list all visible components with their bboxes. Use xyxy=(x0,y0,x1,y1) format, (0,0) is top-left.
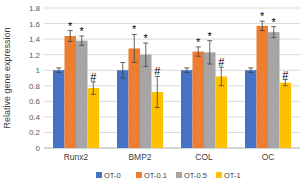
legend-swatch xyxy=(136,172,142,178)
bar xyxy=(88,88,100,148)
bar xyxy=(257,26,269,148)
tick-label: 0.2 xyxy=(29,128,41,137)
tick-label: 1.4 xyxy=(29,35,41,44)
legend-swatch xyxy=(216,172,222,178)
annotation: * xyxy=(272,16,277,28)
tick-label: 1 xyxy=(36,66,41,75)
category-label: OC xyxy=(262,152,275,162)
bar xyxy=(181,70,193,148)
y-axis-label: Relative gene expression xyxy=(2,27,12,128)
legend-label: OT-0 xyxy=(104,171,121,180)
category-label: BMP2 xyxy=(128,152,151,162)
legend-swatch xyxy=(176,172,182,178)
bar xyxy=(53,70,65,148)
bar xyxy=(140,55,152,148)
tick-label: 1.6 xyxy=(29,20,41,29)
bar xyxy=(65,36,77,148)
annotation: * xyxy=(68,20,73,32)
error-bar xyxy=(56,68,61,73)
error-bar xyxy=(155,76,160,107)
tick-label: 1.8 xyxy=(29,4,41,13)
annotation: # xyxy=(282,69,289,81)
bar xyxy=(268,32,280,148)
grid-line xyxy=(44,8,300,9)
category-label: COL xyxy=(195,152,213,162)
legend-swatch xyxy=(96,172,102,178)
error-bar xyxy=(271,27,276,38)
legend-label: OT-0.5 xyxy=(184,171,207,180)
bar xyxy=(193,52,205,148)
error-bar xyxy=(143,43,148,66)
annotation: * xyxy=(208,30,213,42)
error-bar xyxy=(248,68,253,73)
error-bar xyxy=(132,34,137,62)
legend-label: OT-0.1 xyxy=(144,171,167,180)
bar xyxy=(117,70,129,148)
annotation: # xyxy=(90,71,97,83)
bar xyxy=(216,76,228,148)
error-bar xyxy=(120,62,125,78)
error-bar xyxy=(68,31,73,42)
bar xyxy=(76,41,88,148)
error-bar xyxy=(196,47,201,56)
category-label: Runx2 xyxy=(64,152,89,162)
annotation: # xyxy=(218,56,225,68)
annotation: * xyxy=(80,25,85,37)
annotation: * xyxy=(144,32,149,44)
bar xyxy=(245,70,257,148)
legend: OT-0 OT-0.1 OT-0.5 OT-1 xyxy=(96,171,241,180)
bars xyxy=(53,21,291,148)
tick-label: 0.8 xyxy=(29,82,41,91)
chart: 0 0.2 0.4 0.6 0.8 1 1.2 1.4 1.6 1.8 Relative gene … xyxy=(0,0,305,188)
tick-label: 1.2 xyxy=(29,51,41,60)
annotation: * xyxy=(260,10,265,22)
tick-label: 0 xyxy=(36,144,41,153)
annotation: * xyxy=(132,23,137,35)
tick-label: 0.6 xyxy=(29,97,41,106)
annotation: # xyxy=(154,65,161,77)
grid-line xyxy=(44,23,300,24)
error-bar xyxy=(184,68,189,73)
bar xyxy=(204,52,216,148)
annotation: * xyxy=(196,36,201,48)
legend-label: OT-1 xyxy=(224,171,241,180)
error-bar xyxy=(219,67,224,86)
error-bar xyxy=(79,36,84,45)
annotations: * * # * * # * * # * * # xyxy=(68,10,289,83)
error-bar xyxy=(207,41,212,64)
bar xyxy=(129,48,141,148)
tick-label: 0.4 xyxy=(29,113,41,122)
bar xyxy=(280,83,292,148)
error-bar xyxy=(260,21,265,30)
error-bar xyxy=(91,82,96,94)
